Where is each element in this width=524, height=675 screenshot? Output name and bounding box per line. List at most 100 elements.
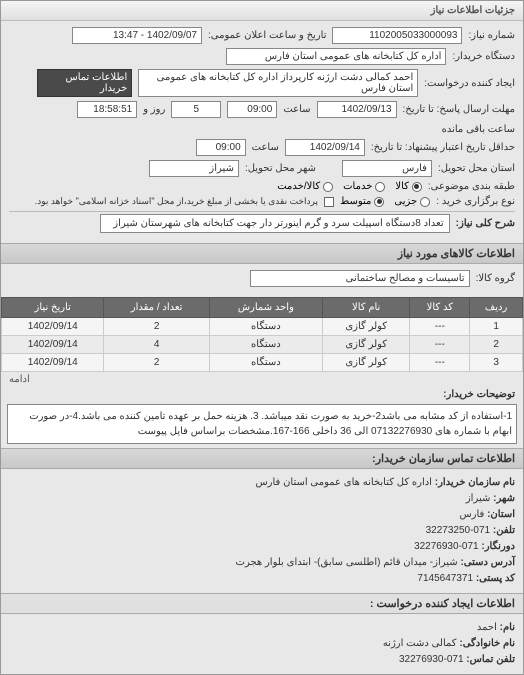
group-field: تاسیسات و مصالح ساختمانی <box>250 270 470 287</box>
table-cell: 4 <box>104 336 209 354</box>
req-no-field: 1102005033000093 <box>332 27 462 44</box>
rlname-label: نام خانوادگی: <box>459 638 515 649</box>
creator-field: احمد کمالی دشت ارژنه کارپرداز اداره کل ک… <box>138 69 418 97</box>
ccity-value: شیراز <box>466 493 491 504</box>
validity-date-field: 1402/09/14 <box>285 139 365 156</box>
contact-section-header: اطلاعات تماس سازمان خریدار: <box>1 448 523 469</box>
table-header: واحد شمارش <box>209 298 322 318</box>
details-panel: جزئیات اطلاعات نیاز شماره نیاز: 11020050… <box>0 0 524 675</box>
rtel-value: 071-32276930 <box>399 654 464 665</box>
org-label: نام سازمان خریدار: <box>435 477 515 488</box>
ccity-label: شهر: <box>493 493 515 504</box>
validity-time-field: 09:00 <box>196 139 246 156</box>
cfax-label: دورنگار: <box>481 541 515 552</box>
table-cell: --- <box>410 336 470 354</box>
table-cell: کولر گازی <box>322 336 409 354</box>
radio-icon <box>374 197 384 207</box>
table-cell: کولر گازی <box>322 318 409 336</box>
category-label: طبقه بندی موضوعی: <box>428 181 515 192</box>
city-label: شهر محل تحویل: <box>245 163 316 174</box>
rlname-value: کمالی دشت ارژنه <box>383 638 457 649</box>
items-section-header: اطلاعات کالاهای مورد نیاز <box>1 243 523 264</box>
deadline-time-field: 09:00 <box>227 101 277 118</box>
table-cell: دستگاه <box>209 354 322 372</box>
buyer-label: دستگاه خریدار: <box>452 51 515 62</box>
priority-label: نوع برگزاری خرید : <box>436 196 515 207</box>
ctel-value: 071-32273250 <box>426 525 491 536</box>
rtel-label: تلفن تماس: <box>466 654 515 665</box>
cpost-label: کد پستی: <box>476 573 515 584</box>
notes-box: 1-استفاده از کد مشابه می باشد2-خرید به ص… <box>7 404 517 444</box>
buyer-contact-button[interactable]: اطلاعات تماس خریدار <box>37 69 132 97</box>
form-area: شماره نیاز: 1102005033000093 تاریخ و ساع… <box>1 21 523 243</box>
table-cell: 2 <box>104 318 209 336</box>
deadline-label: مهلت ارسال پاسخ: تا تاریخ: <box>403 104 515 115</box>
buyer-field: اداره کل کتابخانه های عمومی استان فارس <box>226 48 446 65</box>
table-row: 2---کولر گازیدستگاه41402/09/14 <box>2 336 523 354</box>
announce-field: 1402/09/07 - 13:47 <box>72 27 202 44</box>
contact-area: نام سازمان خریدار: اداره کل کتابخانه های… <box>1 469 523 593</box>
payment-note: پرداخت نقدی یا بخشی از مبلغ خرید،از محل … <box>35 196 318 207</box>
remain-label: ساعت باقی مانده <box>442 124 515 135</box>
table-header: کد کالا <box>410 298 470 318</box>
validity-label: حداقل تاریخ اعتبار پیشنهاد: تا تاریخ: <box>371 142 515 153</box>
rname-value: احمد <box>477 622 497 633</box>
days-label: روز و <box>143 104 165 115</box>
priority-radio-group: جزیی متوسط <box>340 196 430 207</box>
table-cell: دستگاه <box>209 318 322 336</box>
radio-icon <box>412 182 422 192</box>
desc-label: شرح کلی نیاز: <box>456 218 515 229</box>
table-cell: 1 <box>470 318 523 336</box>
province-field: فارس <box>342 160 432 177</box>
table-header: تاریخ نیاز <box>2 298 104 318</box>
desc-field: تعداد 8دستگاه اسپیلت سرد و گرم اینورتر د… <box>100 214 450 233</box>
requester-area: نام: احمد نام خانوادگی: کمالی دشت ارژنه … <box>1 614 523 674</box>
creator-label: ایجاد کننده درخواست: <box>424 78 515 89</box>
radio-kala[interactable]: کالا <box>395 181 422 192</box>
cprov-label: استان: <box>487 509 515 520</box>
table-cell: 1402/09/14 <box>2 336 104 354</box>
category-radio-group: کالا خدمات کالا/خدمت <box>277 181 422 192</box>
remain-time-field: 18:58:51 <box>77 101 137 118</box>
rname-label: نام: <box>500 622 515 633</box>
table-header: نام کالا <box>322 298 409 318</box>
radio-icon <box>420 197 430 207</box>
org-value: اداره کل کتابخانه های عمومی استان فارس <box>255 477 432 488</box>
cfax-value: 071-32276930 <box>414 541 479 552</box>
radio-low[interactable]: جزیی <box>394 196 430 207</box>
days-field: 5 <box>171 101 221 118</box>
req-no-label: شماره نیاز: <box>468 30 515 41</box>
table-header: تعداد / مقدار <box>104 298 209 318</box>
caddr-value: شیراز- میدان قائم (اطلسی سابق)- ابتدای ب… <box>236 557 458 568</box>
panel-title: جزئیات اطلاعات نیاز <box>1 1 523 21</box>
table-cell: دستگاه <box>209 336 322 354</box>
ctel-label: تلفن: <box>493 525 515 536</box>
table-cell: 3 <box>470 354 523 372</box>
announce-label: تاریخ و ساعت اعلان عمومی: <box>208 30 327 41</box>
table-cell: 2 <box>104 354 209 372</box>
time-label-2: ساعت <box>252 142 279 153</box>
city-field: شیراز <box>149 160 239 177</box>
payment-checkbox[interactable] <box>324 197 334 207</box>
notes-label: توضیحات خریدار: <box>443 389 515 400</box>
caddr-label: آدرس دستی: <box>460 557 515 568</box>
table-cell: 1402/09/14 <box>2 318 104 336</box>
deadline-date-field: 1402/09/13 <box>317 101 397 118</box>
table-cell: --- <box>410 318 470 336</box>
table-header: ردیف <box>470 298 523 318</box>
time-label-1: ساعت <box>283 104 310 115</box>
table-cell: --- <box>410 354 470 372</box>
radio-khadamat[interactable]: خدمات <box>343 181 385 192</box>
province-label: استان محل تحویل: <box>438 163 515 174</box>
requester-section-header: اطلاعات ایجاد کننده درخواست : <box>1 593 523 614</box>
table-row: 3---کولر گازیدستگاه21402/09/14 <box>2 354 523 372</box>
cpost-value: 7145647371 <box>417 573 473 584</box>
group-label: گروه کالا: <box>476 273 515 284</box>
table-cell: کولر گازی <box>322 354 409 372</box>
radio-mid[interactable]: متوسط <box>340 196 384 207</box>
table-more-link[interactable]: ادامه <box>9 374 30 385</box>
radio-both[interactable]: کالا/خدمت <box>277 181 333 192</box>
radio-icon <box>375 182 385 192</box>
table-cell: 1402/09/14 <box>2 354 104 372</box>
items-table: ردیفکد کالانام کالاواحد شمارشتعداد / مقد… <box>1 297 523 372</box>
